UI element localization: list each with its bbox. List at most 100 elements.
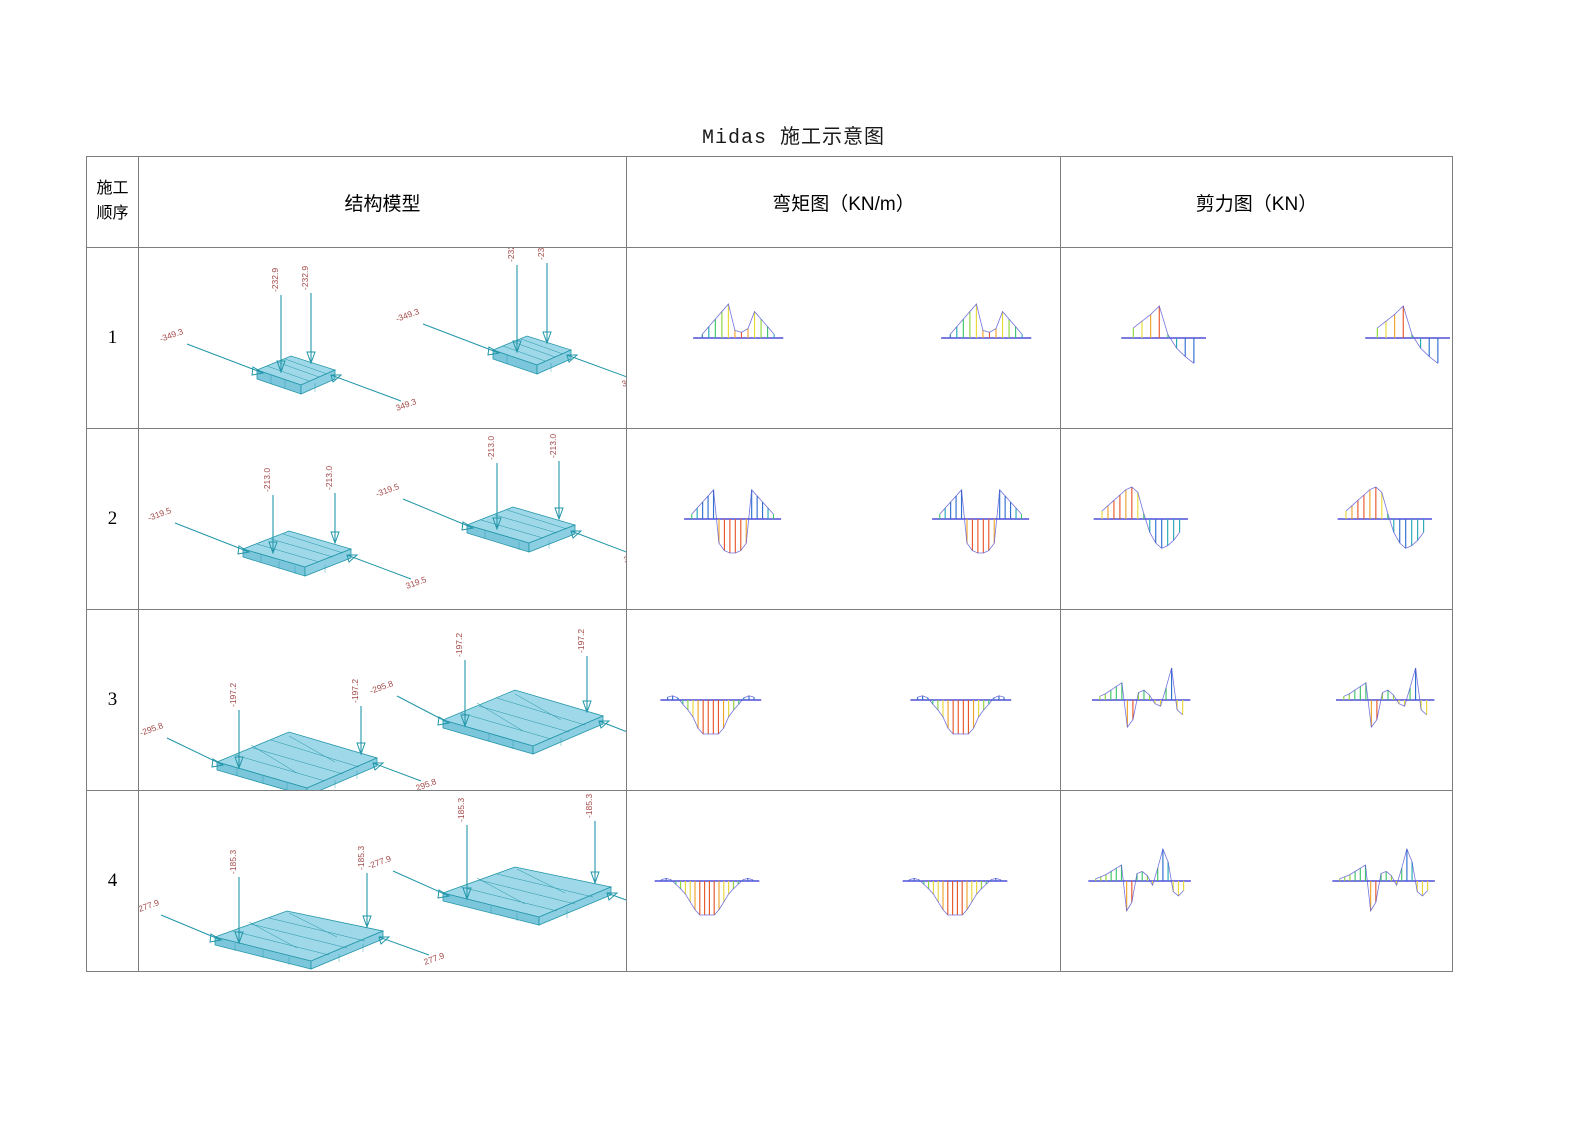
moment-diagram-1 <box>693 303 1032 339</box>
load-label-horizontal-left: -295.8 <box>368 678 394 696</box>
load-label-vertical-left: -185.3 <box>456 798 466 822</box>
shear-cell-1 <box>1060 247 1453 429</box>
moment-diagram-3 <box>660 695 1012 735</box>
shear-plot-right <box>1337 486 1432 549</box>
header-sequence-line1: 施工 <box>96 180 129 198</box>
load-label-vertical-left: -232.9 <box>270 268 280 292</box>
model-instance-right: -185.3 -185.3 -277.9 277.9 <box>366 794 626 926</box>
load-label-vertical-left: -197.2 <box>228 683 238 707</box>
deck-solid <box>215 731 379 790</box>
load-label-horizontal-right: 319.5 <box>404 574 428 591</box>
moment-plot-left <box>684 488 782 554</box>
shear-diagram-3 <box>1092 667 1435 729</box>
header-cell-shear: 剪力图（KN） <box>1060 156 1453 248</box>
horizontal-load-arrows <box>166 737 422 782</box>
model-instance-left: -197.2 -197.2 -295.8 295.8 <box>139 679 438 790</box>
load-label-horizontal-left: -349.3 <box>394 306 420 324</box>
load-label-vertical-left: -197.2 <box>454 633 464 657</box>
shear-plot-left <box>1092 667 1191 729</box>
sequence-number: 2 <box>86 428 139 610</box>
model-cell-4: -185.3 -185.3 -277.9 277.9 <box>138 790 627 972</box>
shear-diagram-1 <box>1121 305 1450 364</box>
vertical-load-arrows <box>512 263 552 354</box>
moment-plot-left <box>654 877 760 916</box>
load-label-vertical-right: -185.3 <box>584 794 594 818</box>
load-label-horizontal-left: -277.9 <box>366 853 392 871</box>
load-label-horizontal-left: -319.5 <box>146 505 172 523</box>
moment-cell-1 <box>626 247 1061 429</box>
moment-plot-left <box>693 303 784 339</box>
model-cell-1: -232.9 -232.9 -349.3 349.3 <box>138 247 627 429</box>
shear-diagram-4 <box>1088 847 1435 913</box>
vertical-load-arrows <box>276 293 316 374</box>
vertical-load-arrows <box>462 821 600 901</box>
construction-sequence-table: 施工 顺序 结构模型 弯矩图（KN/m） 剪力图（KN） 1 <box>86 156 1453 972</box>
moment-cell-3 <box>626 609 1061 791</box>
vertical-load-arrows <box>268 493 340 555</box>
shear-cell-3 <box>1060 609 1453 791</box>
moment-plot-right <box>932 488 1030 554</box>
table-header-row: 施工 顺序 结构模型 弯矩图（KN/m） 剪力图（KN） <box>86 156 1453 248</box>
model-cell-3: -197.2 -197.2 -295.8 295.8 <box>138 609 627 791</box>
structure-model-figure-3: -197.2 -197.2 -295.8 295.8 <box>139 629 626 790</box>
structure-model-figure-4: -185.3 -185.3 -277.9 277.9 <box>139 794 626 970</box>
shear-plot-right <box>1332 847 1435 913</box>
vertical-load-arrows <box>234 873 372 945</box>
load-label-vertical-left: -185.3 <box>228 850 238 874</box>
load-label-vertical-left: -232.9 <box>506 248 516 262</box>
header-cell-moment: 弯矩图（KN/m） <box>626 156 1061 248</box>
header-sequence-line2: 顺序 <box>96 205 129 222</box>
moment-plot-left <box>660 695 762 735</box>
deck-solid <box>491 335 573 375</box>
load-label-vertical-right: -197.2 <box>350 679 360 703</box>
horizontal-load-arrows <box>392 870 626 901</box>
moment-cell-2 <box>626 428 1061 610</box>
shear-diagram-2 <box>1093 486 1432 549</box>
shear-plot-left <box>1121 305 1206 364</box>
page-title: Midas 施工示意图 <box>701 127 885 150</box>
header-cell-model: 结构模型 <box>138 156 627 248</box>
load-label-vertical-right: -185.3 <box>356 846 366 870</box>
horizontal-load-arrows <box>396 695 626 732</box>
load-label-horizontal-left: -349.3 <box>158 326 184 344</box>
moment-cell-4 <box>626 790 1061 972</box>
load-label-vertical-right: -213.0 <box>548 434 558 458</box>
structure-model-figure-1: -232.9 -232.9 -349.3 349.3 <box>158 248 626 413</box>
load-label-horizontal-right: 277.9 <box>422 950 446 967</box>
shear-plot-left <box>1093 486 1188 549</box>
load-label-vertical-right: -213.0 <box>324 466 334 490</box>
load-label-vertical-left: -213.0 <box>486 436 496 460</box>
vertical-load-arrows <box>234 706 366 770</box>
shear-plot-right <box>1336 667 1435 729</box>
moment-diagram-2 <box>684 488 1030 554</box>
model-instance-left: -232.9 -232.9 -349.3 349.3 <box>158 266 418 413</box>
sequence-number: 3 <box>86 609 139 791</box>
header-cell-sequence: 施工 顺序 <box>86 156 139 248</box>
table-row: 4 <box>86 790 1453 972</box>
load-label-horizontal-right: 349.3 <box>620 372 626 389</box>
load-label-horizontal-right: 319.5 <box>622 548 626 565</box>
model-instance-right: -197.2 -197.2 -295.8 295.8 <box>368 629 626 755</box>
sequence-number: 4 <box>86 790 139 972</box>
load-label-horizontal-left: -295.8 <box>139 720 165 738</box>
deck-solid <box>441 689 605 755</box>
deck-solid <box>255 355 337 395</box>
shear-plot-left <box>1088 847 1191 913</box>
table-row: 1 <box>86 247 1453 429</box>
load-label-horizontal-left: -319.5 <box>374 481 400 499</box>
deck-solid <box>465 506 577 553</box>
table-row: 3 <box>86 609 1453 791</box>
load-label-horizontal-right: 349.3 <box>394 396 418 413</box>
shear-cell-4 <box>1060 790 1453 972</box>
model-cell-2: -213.0 -213.0 -319.5 319.5 <box>138 428 627 610</box>
horizontal-load-arrows <box>186 343 402 402</box>
sequence-number: 1 <box>86 247 139 429</box>
deck-solid <box>241 530 353 577</box>
moment-plot-right <box>910 695 1012 735</box>
table-row: 2 <box>86 428 1453 610</box>
load-label-vertical-right: -197.2 <box>576 629 586 653</box>
shear-plot-right <box>1365 305 1450 364</box>
vertical-load-arrows <box>460 656 592 728</box>
moment-plot-right <box>941 303 1032 339</box>
